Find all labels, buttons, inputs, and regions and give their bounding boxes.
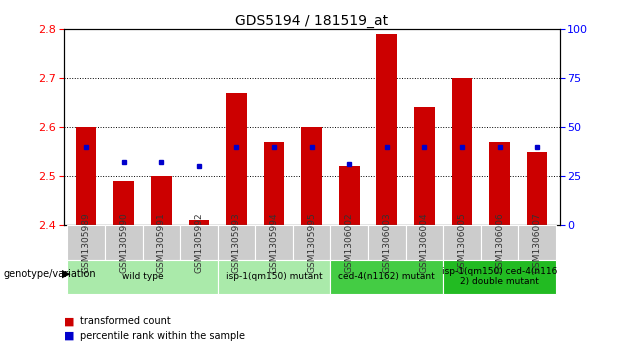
Bar: [142, 225, 180, 260]
Bar: [518, 225, 556, 260]
Bar: [443, 225, 481, 260]
Bar: [443, 260, 556, 294]
Bar: [368, 225, 406, 260]
Text: GSM1306006: GSM1306006: [495, 212, 504, 273]
Bar: [377, 34, 397, 225]
Bar: [331, 225, 368, 260]
Bar: [414, 107, 435, 225]
Text: genotype/variation: genotype/variation: [3, 269, 96, 279]
Text: percentile rank within the sample: percentile rank within the sample: [80, 331, 244, 341]
Text: ■: ■: [64, 316, 74, 326]
Text: GSM1305991: GSM1305991: [157, 212, 166, 273]
Bar: [339, 166, 359, 225]
Text: GSM1305989: GSM1305989: [81, 212, 91, 273]
Bar: [301, 127, 322, 225]
Bar: [255, 225, 293, 260]
Text: GSM1306005: GSM1306005: [457, 212, 466, 273]
Text: GSM1306003: GSM1306003: [382, 212, 391, 273]
Text: GSM1306002: GSM1306002: [345, 212, 354, 273]
Bar: [113, 181, 134, 225]
Text: GSM1305994: GSM1305994: [270, 212, 279, 273]
Text: GSM1306004: GSM1306004: [420, 212, 429, 273]
Bar: [452, 78, 473, 225]
Bar: [67, 225, 105, 260]
Bar: [105, 225, 142, 260]
Text: GSM1305990: GSM1305990: [119, 212, 128, 273]
Bar: [180, 225, 218, 260]
Text: ▶: ▶: [62, 269, 70, 279]
Text: isp-1(qm150) ced-4(n116
2) double mutant: isp-1(qm150) ced-4(n116 2) double mutant: [442, 267, 557, 286]
Text: ced-4(n1162) mutant: ced-4(n1162) mutant: [338, 272, 435, 281]
Text: GSM1305993: GSM1305993: [232, 212, 241, 273]
Bar: [218, 260, 331, 294]
Text: ■: ■: [64, 331, 74, 341]
Title: GDS5194 / 181519_at: GDS5194 / 181519_at: [235, 14, 388, 28]
Bar: [481, 225, 518, 260]
Text: wild type: wild type: [121, 272, 163, 281]
Bar: [218, 225, 255, 260]
Bar: [76, 127, 97, 225]
Bar: [67, 260, 218, 294]
Text: transformed count: transformed count: [80, 316, 170, 326]
Bar: [151, 176, 172, 225]
Text: GSM1305992: GSM1305992: [195, 212, 204, 273]
Bar: [527, 151, 548, 225]
Bar: [188, 220, 209, 225]
Bar: [226, 93, 247, 225]
Bar: [264, 142, 284, 225]
Bar: [293, 225, 331, 260]
Bar: [406, 225, 443, 260]
Bar: [489, 142, 510, 225]
Text: isp-1(qm150) mutant: isp-1(qm150) mutant: [226, 272, 322, 281]
Bar: [331, 260, 443, 294]
Text: GSM1305995: GSM1305995: [307, 212, 316, 273]
Text: GSM1306007: GSM1306007: [532, 212, 542, 273]
